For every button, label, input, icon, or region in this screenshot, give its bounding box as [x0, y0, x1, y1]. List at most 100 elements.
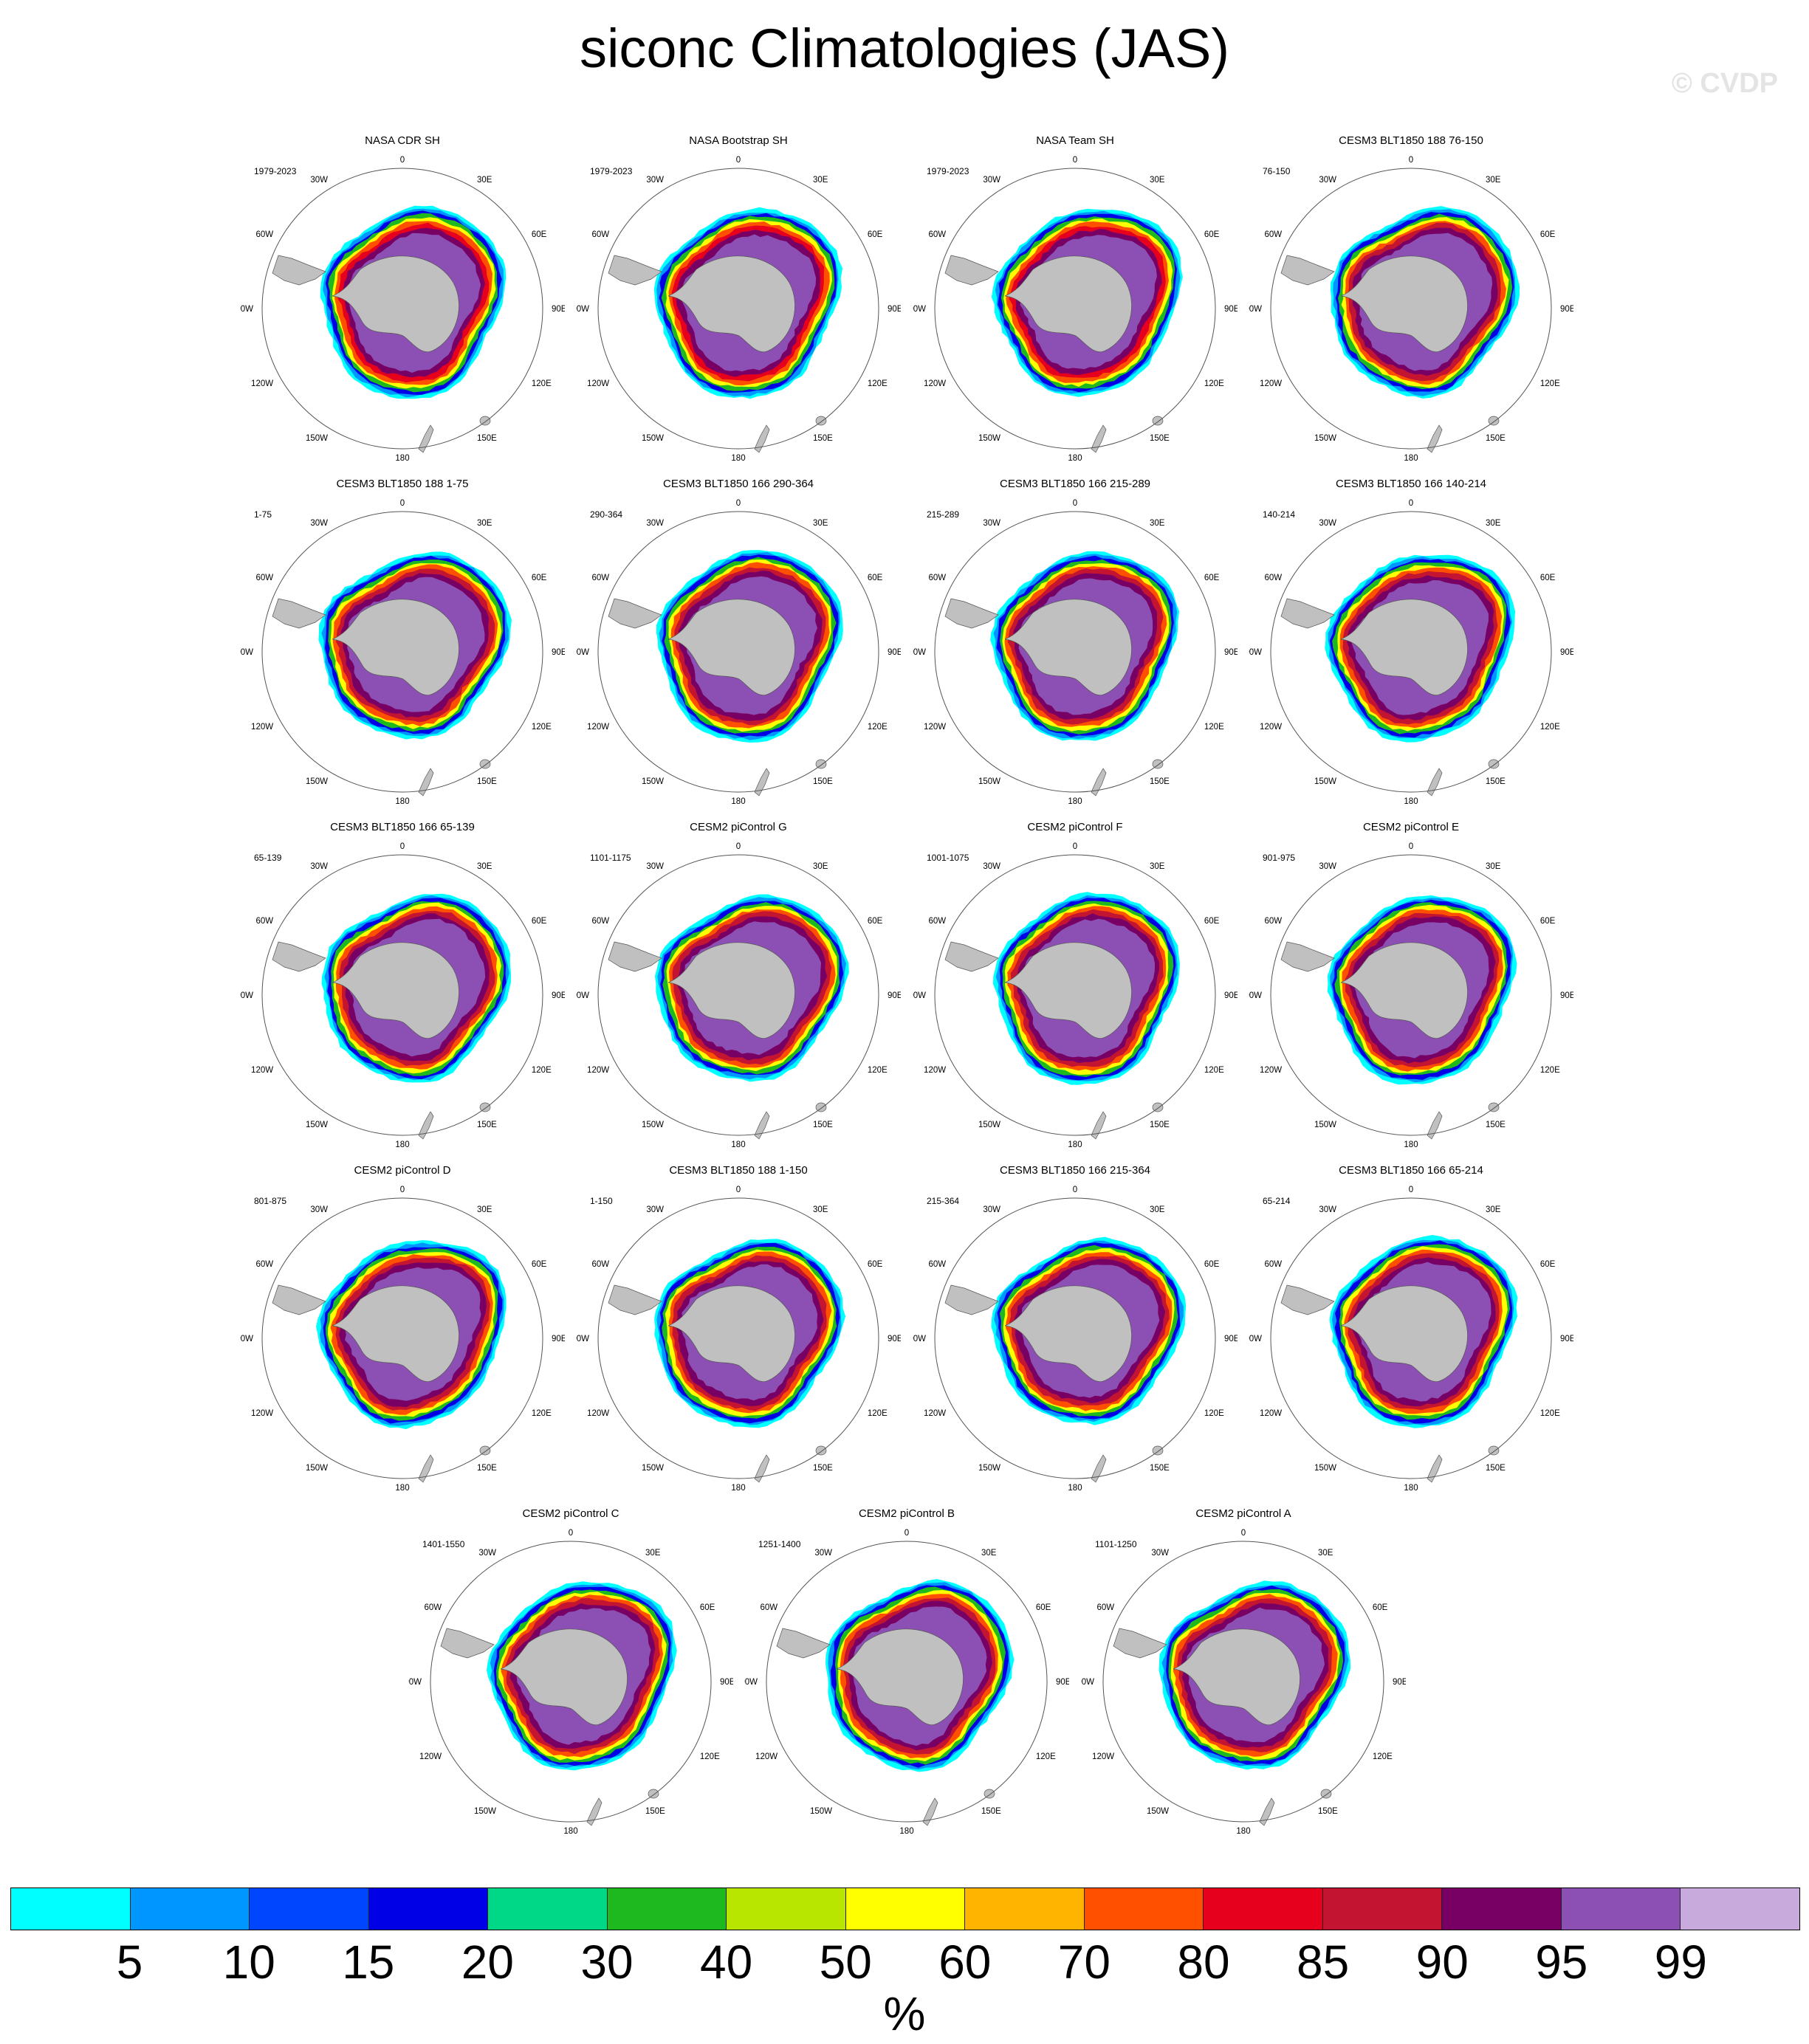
- longitude-label: 150E: [1150, 434, 1170, 443]
- new-zealand-landmass: [1091, 424, 1107, 453]
- longitude-label: 90W: [240, 305, 253, 314]
- longitude-label: 0: [736, 156, 741, 165]
- longitude-label: 150E: [813, 434, 833, 443]
- map-panel: NASA CDR SH 1979-2023 0 30E 60E 90E 120E 150E 18…: [240, 133, 565, 476]
- longitude-label: 90E: [1224, 648, 1238, 657]
- longitude-label: 120W: [924, 1066, 946, 1075]
- longitude-label: 90W: [240, 1335, 253, 1343]
- longitude-label: 90W: [1249, 305, 1262, 314]
- longitude-label: 0: [736, 499, 741, 508]
- colorbar-swatch: [250, 1888, 369, 1930]
- longitude-label: 30W: [646, 1205, 664, 1214]
- longitude-label: 30E: [1150, 519, 1165, 528]
- longitude-label: 60W: [928, 574, 946, 582]
- antarctica-landmass: [667, 1285, 795, 1383]
- polar-map: 0 30E 60E 90E 120E 150E 180 150W 120W 90W 60W 30W: [240, 499, 565, 806]
- longitude-label: 120E: [1204, 379, 1224, 388]
- longitude-label: 60W: [591, 1260, 609, 1269]
- panel-period: 1001-1075: [927, 853, 969, 863]
- colorbar-swatch: [607, 1888, 727, 1930]
- longitude-label: 180: [731, 797, 745, 806]
- panel-title: NASA CDR SH: [365, 134, 440, 147]
- longitude-label: 150E: [1150, 1464, 1170, 1473]
- map-frame-circle: [261, 854, 543, 1136]
- colorbar-tick-labels: 5 10 15 20 30 40 50 60 70 80 85 90 95 99: [0, 1934, 1809, 1993]
- longitude-label: 120W: [251, 379, 273, 388]
- panel-period: 1401-1550: [422, 1539, 465, 1549]
- colorbar-swatch: [1681, 1888, 1799, 1930]
- longitude-label: 0: [1409, 499, 1413, 508]
- colorbar-swatch: [845, 1888, 966, 1930]
- new-zealand-landmass: [1091, 1111, 1107, 1140]
- map-frame-circle: [766, 1541, 1048, 1823]
- map-panel: CESM2 piControl E 901-975 0 30E 60E 90E 120E 15…: [1249, 819, 1573, 1163]
- panel-title: CESM3 BLT1850 166 65-139: [330, 821, 475, 833]
- longitude-label: 180: [1068, 797, 1082, 806]
- longitude-label: 30E: [1318, 1549, 1333, 1558]
- longitude-label: 30E: [1486, 1205, 1501, 1214]
- longitude-label: 120E: [868, 379, 888, 388]
- map-panel: NASA Team SH 1979-2023 0 30E 60E 90E 120E 150E 1…: [913, 133, 1238, 476]
- tasmania-landmass: [479, 1102, 491, 1112]
- longitude-label: 180: [1068, 1140, 1082, 1149]
- antarctica-landmass: [500, 1628, 628, 1726]
- tasmania-landmass: [479, 759, 491, 769]
- longitude-label: 120W: [1092, 1752, 1114, 1761]
- longitude-label: 30E: [981, 1549, 997, 1558]
- longitude-label: 180: [731, 454, 745, 463]
- colorbar-swatch: [130, 1888, 250, 1930]
- map-panel: CESM2 piControl B 1251-1400 0 30E 60E 90E 120E…: [744, 1506, 1069, 1849]
- colorbar-tick: 40: [700, 1935, 753, 1989]
- new-zealand-landmass: [418, 1111, 434, 1140]
- longitude-label: 150E: [813, 1464, 833, 1473]
- map-frame-circle: [1270, 511, 1552, 793]
- south-america-landmass: [272, 941, 326, 972]
- south-america-landmass: [776, 1628, 831, 1659]
- longitude-label: 90E: [888, 991, 901, 1000]
- longitude-label: 150E: [813, 1121, 833, 1129]
- longitude-label: 150W: [978, 434, 1000, 443]
- longitude-label: 150E: [1486, 1464, 1506, 1473]
- longitude-label: 0: [569, 1529, 573, 1538]
- new-zealand-landmass: [1091, 768, 1107, 796]
- longitude-label: 30E: [1150, 862, 1165, 871]
- panel-title: CESM2 piControl A: [1195, 1507, 1291, 1520]
- south-america-landmass: [272, 1284, 326, 1315]
- new-zealand-landmass: [1427, 424, 1443, 453]
- longitude-label: 180: [563, 1827, 577, 1836]
- longitude-label: 30W: [983, 1205, 1000, 1214]
- polar-map: 0 30E 60E 90E 120E 150E 180 150W 120W 90W 60W 30W: [576, 499, 901, 806]
- antarctica-landmass: [667, 255, 795, 353]
- longitude-label: 60E: [532, 917, 547, 926]
- longitude-label: 120W: [587, 379, 609, 388]
- colorbar-swatch: [727, 1888, 846, 1930]
- tasmania-landmass: [815, 1102, 827, 1112]
- longitude-label: 120E: [1036, 1752, 1056, 1761]
- longitude-label: 180: [395, 1484, 409, 1493]
- longitude-label: 120W: [1260, 1409, 1282, 1418]
- longitude-label: 150W: [642, 777, 664, 786]
- polar-map: 0 30E 60E 90E 120E 150E 180 150W 120W 90W 60W 30W: [1081, 1529, 1406, 1836]
- longitude-label: 150E: [477, 1464, 497, 1473]
- longitude-label: 90E: [1560, 1335, 1573, 1343]
- longitude-label: 120W: [251, 723, 273, 732]
- longitude-label: 0: [400, 1186, 405, 1194]
- panel-period: 140-214: [1263, 509, 1296, 520]
- panel-period: 65-214: [1263, 1196, 1291, 1206]
- longitude-label: 90E: [888, 305, 901, 314]
- longitude-label: 90E: [1393, 1678, 1406, 1687]
- polar-map: 0 30E 60E 90E 120E 150E 180 150W 120W 90W 60W 30W: [1249, 156, 1573, 463]
- map-frame-circle: [597, 854, 879, 1136]
- figure-title: siconc Climatologies (JAS): [579, 18, 1230, 79]
- longitude-label: 0: [736, 842, 741, 851]
- longitude-label: 150E: [1150, 777, 1170, 786]
- longitude-label: 150E: [981, 1807, 1001, 1816]
- longitude-label: 30W: [1151, 1549, 1169, 1558]
- antarctica-landmass: [332, 599, 459, 696]
- antarctica-landmass: [1340, 1285, 1468, 1383]
- longitude-label: 90W: [913, 991, 926, 1000]
- panel-title: CESM2 piControl D: [354, 1164, 451, 1177]
- tasmania-landmass: [1152, 759, 1164, 769]
- longitude-label: 30W: [310, 1205, 328, 1214]
- longitude-label: 180: [1404, 797, 1418, 806]
